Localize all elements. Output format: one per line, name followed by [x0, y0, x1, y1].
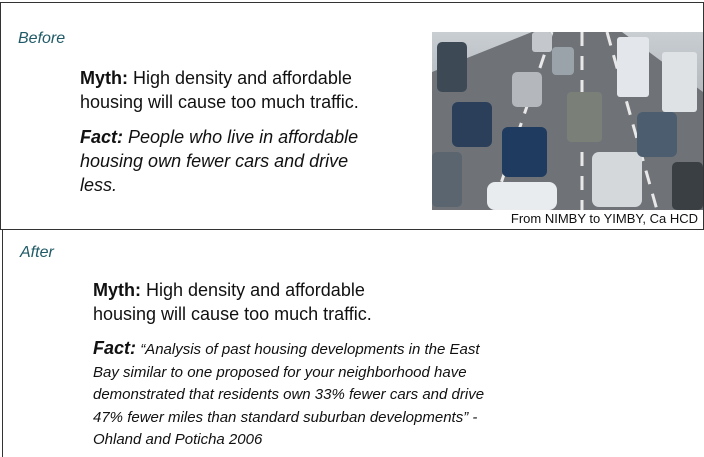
text: People who live in affordable: [128, 127, 358, 147]
text: less.: [80, 175, 117, 195]
label: Fact:: [80, 127, 123, 147]
text-line: 47% fewer miles than standard suburban d…: [93, 407, 484, 430]
text-line: Myth: High density and affordable: [80, 66, 359, 90]
text: housing own fewer cars and drive: [80, 151, 348, 171]
text: Ohland and Poticha 2006: [93, 431, 262, 448]
slide: Before Myth: High density and affordable…: [0, 0, 704, 457]
text-line: Bay similar to one proposed for your nei…: [93, 362, 484, 385]
text-line: Fact: “Analysis of past housing developm…: [93, 337, 484, 362]
text-line: housing will cause too much traffic.: [93, 302, 372, 326]
text-line: Ohland and Poticha 2006: [93, 429, 484, 452]
text: Bay similar to one proposed for your nei…: [93, 364, 467, 381]
image-caption: From NIMBY to YIMBY, Ca HCD: [511, 211, 698, 226]
traffic-photo: [432, 32, 703, 210]
text-line: housing own fewer cars and drive: [80, 149, 358, 173]
text: “Analysis of past housing developments i…: [140, 341, 479, 358]
text-line: housing will cause too much traffic.: [80, 90, 359, 114]
text-line: less.: [80, 173, 358, 197]
text-line: Myth: High density and affordable: [93, 278, 372, 302]
text: High density and affordable: [146, 280, 365, 300]
text: housing will cause too much traffic.: [93, 304, 372, 324]
label: Myth:: [93, 280, 141, 300]
frame-left-after: [2, 229, 3, 457]
label: Fact:: [93, 338, 136, 358]
label: Myth:: [80, 68, 128, 88]
frame-left: [0, 2, 1, 230]
text: High density and affordable: [133, 68, 352, 88]
text-line: Fact: People who live in affordable: [80, 125, 358, 149]
fact: Fact: “Analysis of past housing developm…: [93, 337, 484, 452]
section-label: After: [20, 244, 54, 262]
text: 47% fewer miles than standard suburban d…: [93, 409, 477, 426]
divider: [0, 229, 704, 230]
text: housing will cause too much traffic.: [80, 92, 359, 112]
text-line: demonstrated that residents own 33% fewe…: [93, 384, 484, 407]
section-label: Before: [18, 30, 65, 48]
text: demonstrated that residents own 33% fewe…: [93, 386, 484, 403]
frame-top: [0, 2, 704, 3]
